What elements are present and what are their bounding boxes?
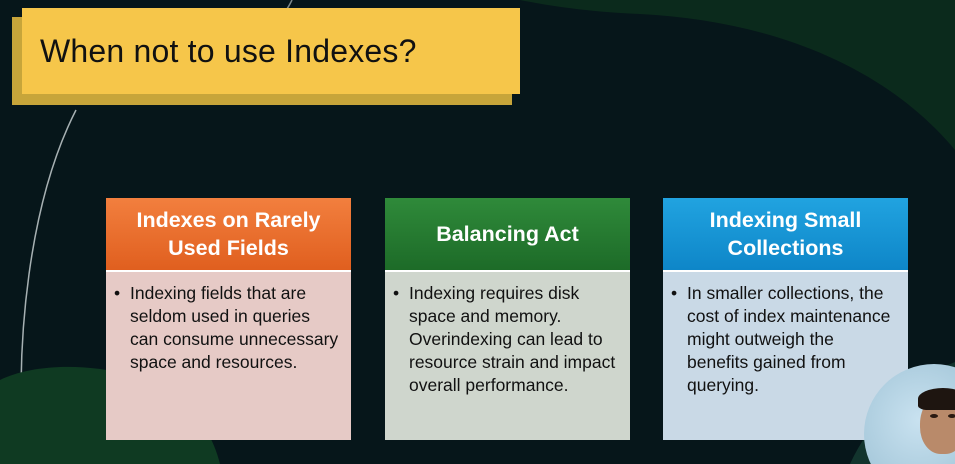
presenter-eye — [948, 414, 955, 418]
bullet-text: In smaller collections, the cost of inde… — [687, 283, 891, 395]
bullet-item: • Indexing requires disk space and memor… — [393, 282, 618, 397]
presenter-hair — [918, 388, 955, 410]
card-heading-line: Collections — [727, 236, 844, 260]
bullet-text: Indexing requires disk space and memory.… — [409, 283, 616, 395]
card-heading-line: Balancing Act — [436, 222, 579, 246]
card-heading-line: Indexing Small — [709, 208, 862, 232]
card-heading: Indexes on Rarely Used Fields — [106, 198, 351, 272]
page-title: When not to use Indexes? — [40, 32, 417, 69]
card-balancing-act: Balancing Act • Indexing requires disk s… — [385, 198, 630, 440]
card-body: • Indexing fields that are seldom used i… — [106, 272, 351, 440]
title-banner: When not to use Indexes? — [22, 8, 520, 94]
card-body: • Indexing requires disk space and memor… — [385, 272, 630, 440]
card-small-collections: Indexing Small Collections • In smaller … — [663, 198, 908, 440]
bullet-icon: • — [671, 283, 678, 303]
card-heading-line: Indexes on Rarely — [136, 208, 321, 232]
card-heading: Indexing Small Collections — [663, 198, 908, 272]
bullet-icon: • — [114, 283, 121, 303]
card-heading: Balancing Act — [385, 198, 630, 272]
card-rarely-used-fields: Indexes on Rarely Used Fields • Indexing… — [106, 198, 351, 440]
bullet-item: • Indexing fields that are seldom used i… — [114, 282, 339, 374]
bullet-item: • In smaller collections, the cost of in… — [671, 282, 896, 397]
presenter-eye — [930, 414, 938, 418]
card-heading-line: Used Fields — [168, 236, 289, 260]
bullet-text: Indexing fields that are seldom used in … — [130, 283, 339, 372]
bullet-icon: • — [393, 283, 400, 303]
